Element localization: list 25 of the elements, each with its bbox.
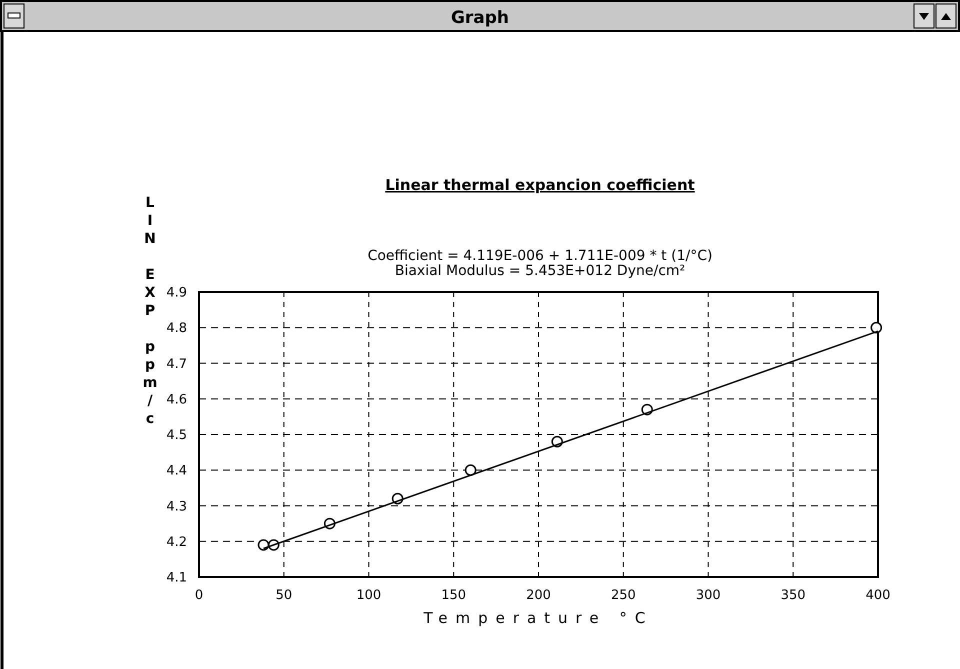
x-tick-label: 50: [276, 588, 292, 603]
x-tick-label: 250: [610, 588, 636, 603]
chart-title: Linear thermal expancion coefficient: [385, 176, 695, 194]
y-tick-label: 4.7: [166, 356, 187, 372]
x-tick-label: 200: [526, 588, 551, 603]
point: [870, 322, 882, 334]
x-tick-label: 0: [194, 588, 204, 603]
y-tick-label: 4.2: [166, 534, 187, 550]
x-tick-label: 300: [696, 588, 721, 603]
y-tick-label: 4.4: [166, 464, 187, 479]
y-tick-label: 4.8: [166, 321, 187, 336]
x-tick-label: 150: [441, 588, 466, 603]
y-tick-label: 4.6: [166, 392, 187, 408]
text: Graph: [450, 8, 510, 28]
y-tick-label: 4.9: [166, 286, 187, 301]
x-tick-label: 350: [780, 588, 806, 603]
y-tick-label: 4.3: [166, 499, 187, 514]
y-axis-title: LIN EXP ppm/c: [142, 195, 158, 429]
chart-subtitle: Coefficient = 4.119E-006 + 1.711E-009 * t (1/°C) Biaxial Modulus = 5.453E+012 Dyne/cm²: [368, 248, 712, 279]
y-tick-label: 4.1: [166, 570, 187, 586]
y-tick-label: 4.5: [166, 428, 187, 444]
point: [464, 464, 476, 476]
x-tick-label: 100: [356, 588, 382, 603]
x-tick-label: 400: [866, 588, 890, 603]
x-axis-title: Temperature °C: [422, 609, 654, 627]
